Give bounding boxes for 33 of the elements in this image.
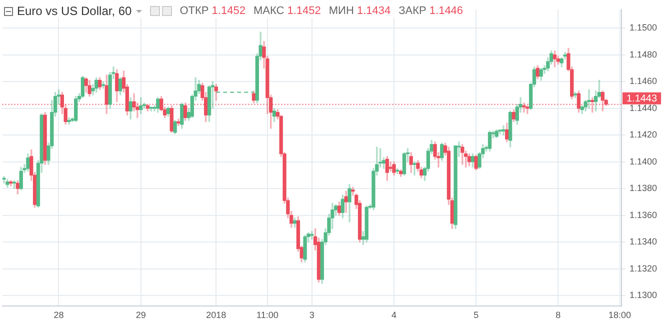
x-tick-label: 8 <box>556 310 561 320</box>
annotation: ЗАКР 1.1446 <box>398 5 464 17</box>
y-tick-label: 1.1420 <box>629 130 658 140</box>
y-tick-label: 1.1300 <box>629 290 658 300</box>
candlestick <box>542 65 546 74</box>
x-tick-label: 2018 <box>206 310 226 320</box>
y-tick-label: 1.1340 <box>629 236 658 247</box>
candlestick <box>176 118 180 126</box>
x-tick-label: 11:00 <box>256 310 278 320</box>
x-tick-label: 3 <box>309 310 314 320</box>
y-tick-label: 1.1380 <box>629 183 658 194</box>
x-tick-label: 18:00 <box>608 310 632 320</box>
candlestick <box>388 161 392 172</box>
y-tick-label: 1.1400 <box>629 156 658 166</box>
candlestick <box>502 125 506 136</box>
y-tick-label: 1.1320 <box>629 263 658 274</box>
x-tick-label: 5 <box>474 310 479 320</box>
y-tick-label: 1.1460 <box>629 76 658 86</box>
ref-line-label: 1.1443 <box>626 94 658 105</box>
candlestick <box>412 161 416 176</box>
x-tick-label: 29 <box>136 310 146 320</box>
y-tick-label: 1.1480 <box>629 49 658 60</box>
x-tick-label: 28 <box>54 310 64 320</box>
annotation: МАКС 1.1452 <box>253 5 321 17</box>
chart-title: Euro vs US Dollar, 60 <box>17 4 132 18</box>
candlestick <box>351 186 355 196</box>
annotation: ОТКР 1.1452 <box>180 5 246 17</box>
x-tick-label: 4 <box>391 310 396 320</box>
candlestick <box>587 89 591 109</box>
y-tick-label: 1.1500 <box>629 22 658 33</box>
y-tick-label: 1.1360 <box>629 210 658 220</box>
y-tick-label: 1.1440 <box>629 102 658 113</box>
annotation: МИН 1.1434 <box>328 5 391 17</box>
